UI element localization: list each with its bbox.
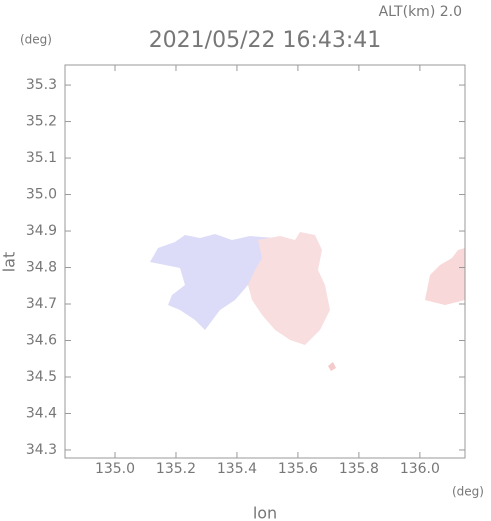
y-unit: (deg) [20, 33, 52, 47]
altitude-label: ALT(km) 2.0 [379, 4, 462, 20]
echo-white-gap [215, 300, 290, 340]
y-tick-label: 35.2 [26, 114, 57, 130]
y-tick-label: 34.5 [26, 369, 57, 385]
plot-frame [64, 64, 466, 459]
y-tick-label: 34.4 [26, 405, 57, 421]
x-tick-label: 136.0 [400, 461, 440, 477]
y-tick-label: 34.8 [26, 260, 57, 276]
x-unit: (deg) [452, 485, 484, 499]
y-axis-label: lat [0, 252, 19, 273]
y-tick-label: 35.0 [26, 187, 57, 203]
x-tick-label: 135.2 [156, 461, 196, 477]
echo-pink-east [425, 248, 465, 305]
echo-area [150, 232, 465, 371]
y-tick-label: 34.9 [26, 223, 57, 239]
x-axis-label: lon [253, 504, 277, 521]
x-tick-label: 135.4 [217, 461, 257, 477]
chart-title: 2021/05/22 16:43:41 [149, 28, 382, 53]
y-tick-label: 35.1 [26, 150, 57, 166]
x-tick-label: 135.0 [95, 461, 135, 477]
y-tick-label: 35.3 [26, 77, 57, 93]
x-tick-label: 135.6 [278, 461, 318, 477]
x-tick-label: 135.8 [339, 461, 379, 477]
echo-pink-small [328, 362, 336, 371]
y-tick-label: 34.6 [26, 333, 57, 349]
y-tick-label: 34.7 [26, 296, 57, 312]
y-tick-label: 34.3 [26, 442, 57, 458]
echo-blue [150, 234, 275, 330]
echo-pink [248, 232, 330, 345]
